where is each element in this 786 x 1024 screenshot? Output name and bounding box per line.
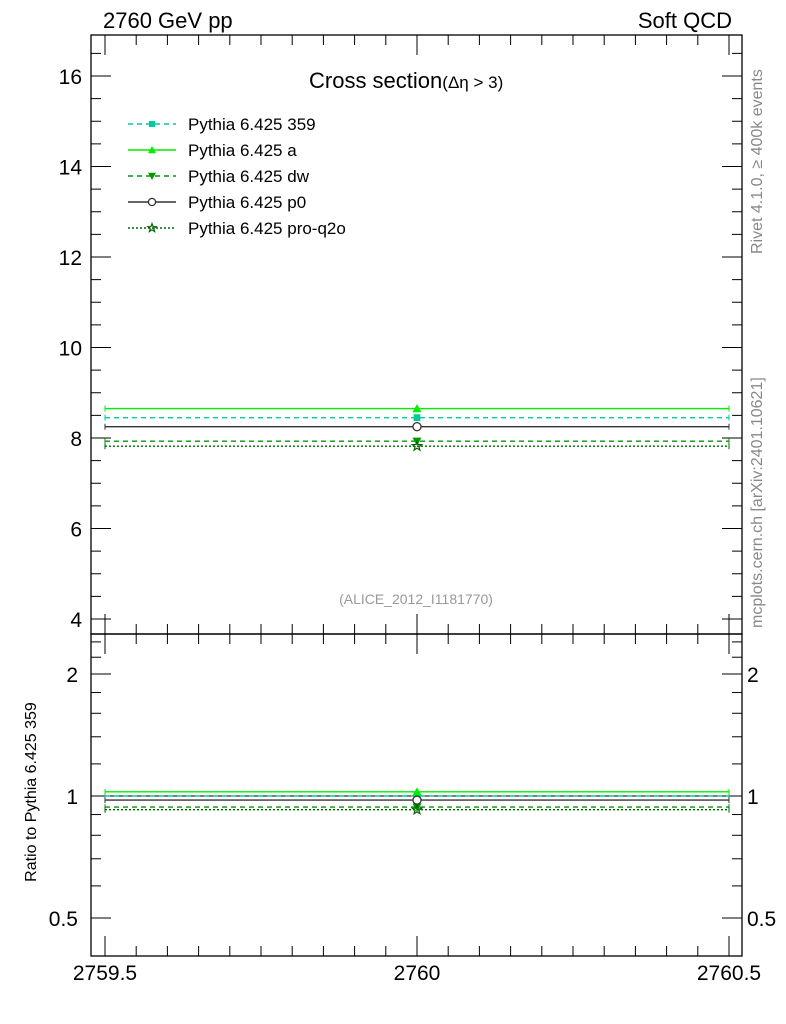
main-series-0	[104, 414, 730, 422]
ratio-series	[104, 787, 730, 816]
ratio-series-4	[104, 802, 730, 816]
x-tick-label: 2760	[394, 962, 441, 985]
ratio-panel: 0.5 0.5 1 1 2 2 2759.5 2760 2760.5 Ratio to Pyth…	[23, 633, 776, 985]
analysis-label: (ALICE_2012_I1181770)	[339, 591, 493, 607]
main-series-marker-4	[410, 439, 424, 452]
legend-label: Pythia 6.425 359	[188, 115, 316, 134]
legend-item: Pythia 6.425 p0	[128, 193, 306, 212]
main-series	[104, 404, 730, 452]
legend-swatch-marker	[148, 172, 156, 180]
main-y-tick-label: 8	[70, 428, 82, 451]
ratio-y-tick-label-right: 1	[747, 786, 759, 809]
ratio-series-3	[104, 795, 730, 805]
ratio-y-tick-label: 0.5	[49, 908, 78, 931]
legend-item: Pythia 6.425 pro-q2o	[128, 219, 346, 238]
ratio-series-marker-3	[412, 795, 422, 805]
ratio-y-tick-label: 2	[66, 664, 78, 687]
legend-label: Pythia 6.425 dw	[188, 167, 310, 186]
main-series-marker-0	[413, 414, 421, 422]
main-y-tick-label: 4	[70, 609, 82, 632]
legend-swatch-marker	[149, 121, 155, 127]
main-y-tick-label: 6	[70, 519, 82, 542]
main-series-marker-3	[412, 421, 422, 432]
legend-label: Pythia 6.425 pro-q2o	[188, 219, 346, 238]
ratio-y-tick-label-right: 2	[747, 664, 759, 687]
main-series-marker-1	[412, 404, 422, 413]
ratio-series-marker-4	[410, 802, 424, 816]
main-series-4	[104, 439, 730, 452]
main-y-tick-label: 16	[59, 66, 82, 89]
x-tick-label: 2759.5	[73, 962, 137, 985]
main-y-tick-label: 10	[59, 338, 82, 361]
header-right: Soft QCD	[638, 8, 732, 33]
rivet-label: Rivet 4.1.0, ≥ 400k events	[749, 69, 766, 254]
legend: Pythia 6.425 359 Pythia 6.425 a Pythia 6.4…	[128, 115, 346, 238]
main-series-3	[104, 421, 730, 432]
legend-item: Pythia 6.425 a	[128, 141, 297, 160]
legend-item: Pythia 6.425 359	[128, 115, 316, 134]
legend-label: Pythia 6.425 p0	[188, 193, 306, 212]
ratio-y-axis-label: Ratio to Pythia 6.425 359	[23, 702, 40, 882]
main-ticks: 4 6 8 10 12 14 16	[59, 35, 742, 634]
header-left: 2760 GeV pp	[103, 8, 233, 33]
chart-title: Cross section(Δη > 3)	[309, 68, 503, 93]
main-panel: 4 6 8 10 12 14 16 Cross section(Δη > 3) Pythia…	[59, 34, 743, 635]
ratio-ticks: 0.5 0.5 1 1 2 2 2759.5 2760 2760.5	[49, 634, 776, 985]
legend-swatch-marker	[148, 146, 156, 154]
main-y-tick-label: 12	[59, 247, 82, 270]
ratio-y-tick-label: 1	[66, 786, 78, 809]
ratio-series-marker-1	[412, 787, 422, 796]
mcplots-label: mcplots.cern.ch [arXiv:2401.10621]	[749, 377, 766, 628]
chart-title-sub: (Δη > 3)	[442, 73, 503, 92]
legend-item: Pythia 6.425 dw	[128, 167, 310, 186]
ratio-series-marker-2	[412, 803, 422, 812]
legend-swatch-marker	[147, 197, 157, 207]
main-y-tick-label: 14	[59, 157, 83, 180]
chart-title-main: Cross section	[309, 68, 442, 93]
legend-label: Pythia 6.425 a	[188, 141, 297, 160]
legend-swatch-marker	[146, 221, 158, 233]
main-series-1	[104, 404, 730, 413]
ratio-y-tick-label-right: 0.5	[747, 908, 776, 931]
ratio-series-1	[104, 787, 730, 796]
x-tick-label: 2760.5	[697, 962, 761, 985]
